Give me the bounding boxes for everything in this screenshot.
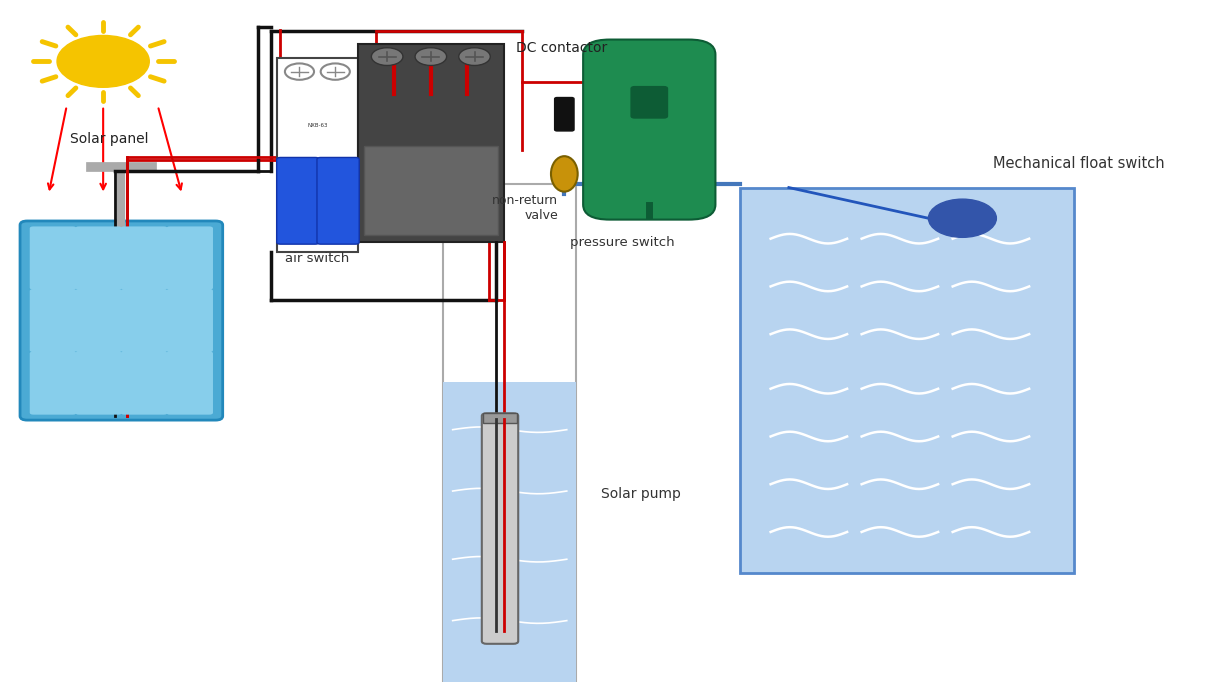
Text: Solar pump: Solar pump	[601, 488, 681, 501]
Text: air switch: air switch	[285, 252, 350, 265]
Text: Mechanical float switch: Mechanical float switch	[993, 156, 1164, 171]
FancyBboxPatch shape	[29, 226, 76, 290]
Text: non-return
valve: non-return valve	[492, 194, 558, 222]
FancyBboxPatch shape	[166, 351, 212, 415]
FancyBboxPatch shape	[120, 289, 168, 352]
Circle shape	[285, 63, 314, 80]
FancyBboxPatch shape	[482, 413, 518, 644]
Circle shape	[929, 199, 997, 237]
FancyBboxPatch shape	[358, 44, 504, 242]
Text: DC contactor: DC contactor	[516, 41, 607, 55]
Text: NXB-63: NXB-63	[307, 123, 328, 128]
Circle shape	[371, 48, 403, 65]
FancyBboxPatch shape	[364, 147, 498, 235]
FancyBboxPatch shape	[75, 226, 121, 290]
FancyBboxPatch shape	[555, 98, 574, 131]
FancyBboxPatch shape	[29, 289, 76, 352]
Bar	[741, 188, 1074, 573]
FancyBboxPatch shape	[120, 226, 168, 290]
Text: Solar panel: Solar panel	[70, 132, 148, 146]
FancyBboxPatch shape	[166, 289, 212, 352]
Bar	[443, 184, 577, 682]
FancyBboxPatch shape	[75, 289, 121, 352]
FancyBboxPatch shape	[75, 351, 121, 415]
Circle shape	[459, 48, 490, 65]
FancyBboxPatch shape	[631, 87, 668, 118]
Bar	[443, 382, 577, 682]
FancyBboxPatch shape	[29, 351, 76, 415]
Circle shape	[320, 63, 350, 80]
Circle shape	[57, 35, 149, 87]
FancyBboxPatch shape	[166, 226, 212, 290]
FancyBboxPatch shape	[277, 58, 358, 252]
FancyBboxPatch shape	[317, 158, 359, 244]
Ellipse shape	[551, 156, 578, 192]
Circle shape	[415, 48, 447, 65]
Text: pressure switch: pressure switch	[571, 235, 675, 249]
Bar	[483, 413, 517, 423]
FancyBboxPatch shape	[120, 351, 168, 415]
FancyBboxPatch shape	[277, 158, 319, 244]
FancyBboxPatch shape	[19, 221, 222, 420]
FancyBboxPatch shape	[583, 40, 715, 220]
